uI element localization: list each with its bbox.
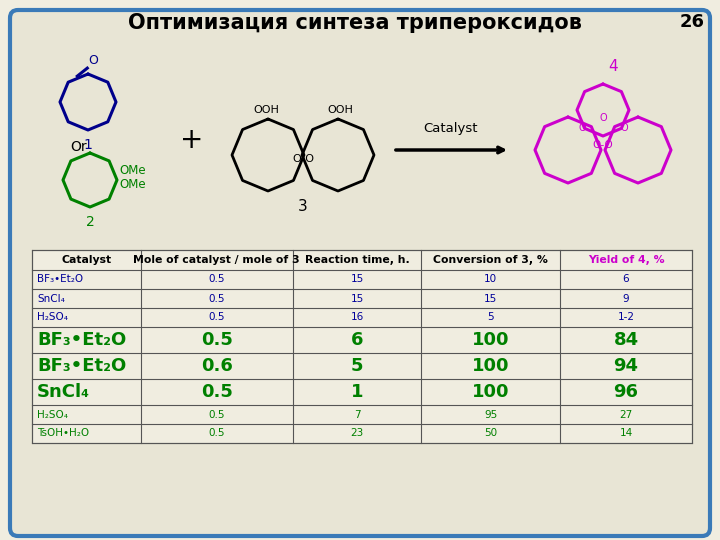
Text: 0.5: 0.5 xyxy=(209,274,225,285)
Text: 10: 10 xyxy=(484,274,498,285)
Text: O: O xyxy=(89,54,98,67)
Text: 100: 100 xyxy=(472,383,510,401)
Text: BF₃•Et₂O: BF₃•Et₂O xyxy=(37,331,126,349)
Text: 16: 16 xyxy=(351,313,364,322)
Text: Catalyst: Catalyst xyxy=(424,122,478,135)
Text: 15: 15 xyxy=(351,294,364,303)
Text: 5: 5 xyxy=(487,313,494,322)
Text: 0.5: 0.5 xyxy=(201,383,233,401)
Text: 0.5: 0.5 xyxy=(209,429,225,438)
Text: Yield of 4, %: Yield of 4, % xyxy=(588,255,665,265)
Text: 15: 15 xyxy=(351,274,364,285)
Text: O: O xyxy=(578,123,586,133)
Text: 6: 6 xyxy=(351,331,364,349)
Text: SnCl₄: SnCl₄ xyxy=(37,294,65,303)
Text: 96: 96 xyxy=(613,383,639,401)
Text: Оптимизация синтеза трипероксидов: Оптимизация синтеза трипероксидов xyxy=(128,13,582,33)
Text: Mole of catalyst / mole of 3: Mole of catalyst / mole of 3 xyxy=(133,255,300,265)
Text: BF₃•Et₂O: BF₃•Et₂O xyxy=(37,274,83,285)
Text: O: O xyxy=(620,123,628,133)
Text: O-O: O-O xyxy=(292,154,314,164)
Text: 95: 95 xyxy=(484,409,498,420)
Text: Or: Or xyxy=(70,140,86,154)
Text: 23: 23 xyxy=(351,429,364,438)
Text: OOH: OOH xyxy=(253,105,279,115)
Text: 15: 15 xyxy=(484,294,498,303)
Text: O-O: O-O xyxy=(593,140,613,150)
Text: 3: 3 xyxy=(298,199,308,214)
Text: 4: 4 xyxy=(608,59,618,74)
Text: 0.6: 0.6 xyxy=(201,357,233,375)
Text: 9: 9 xyxy=(623,294,629,303)
Text: OMe: OMe xyxy=(119,178,145,191)
Text: OOH: OOH xyxy=(327,105,353,115)
Text: 84: 84 xyxy=(613,331,639,349)
Text: TsOH•H₂O: TsOH•H₂O xyxy=(37,429,89,438)
Text: 1: 1 xyxy=(351,383,364,401)
Text: 26: 26 xyxy=(680,13,705,31)
Text: +: + xyxy=(180,126,204,154)
Text: O: O xyxy=(599,113,607,123)
Text: 14: 14 xyxy=(619,429,633,438)
Text: Conversion of 3, %: Conversion of 3, % xyxy=(433,255,548,265)
Bar xyxy=(32,250,692,443)
Text: OMe: OMe xyxy=(119,164,145,177)
Text: H₂SO₄: H₂SO₄ xyxy=(37,313,68,322)
Text: 7: 7 xyxy=(354,409,361,420)
FancyBboxPatch shape xyxy=(10,10,710,536)
Text: 1-2: 1-2 xyxy=(618,313,634,322)
Text: 0.5: 0.5 xyxy=(201,331,233,349)
Text: 1: 1 xyxy=(84,138,92,152)
Text: Catalyst: Catalyst xyxy=(61,255,112,265)
Text: 27: 27 xyxy=(619,409,633,420)
Text: 50: 50 xyxy=(484,429,498,438)
Text: H₂SO₄: H₂SO₄ xyxy=(37,409,68,420)
Text: 0.5: 0.5 xyxy=(209,294,225,303)
Text: 5: 5 xyxy=(351,357,364,375)
Text: 100: 100 xyxy=(472,331,510,349)
Text: 0.5: 0.5 xyxy=(209,409,225,420)
Text: SnCl₄: SnCl₄ xyxy=(37,383,90,401)
Text: 0.5: 0.5 xyxy=(209,313,225,322)
Text: 6: 6 xyxy=(623,274,629,285)
Text: 2: 2 xyxy=(86,215,94,229)
Text: Reaction time, h.: Reaction time, h. xyxy=(305,255,410,265)
Text: 94: 94 xyxy=(613,357,639,375)
Text: 100: 100 xyxy=(472,357,510,375)
Text: BF₃•Et₂O: BF₃•Et₂O xyxy=(37,357,126,375)
